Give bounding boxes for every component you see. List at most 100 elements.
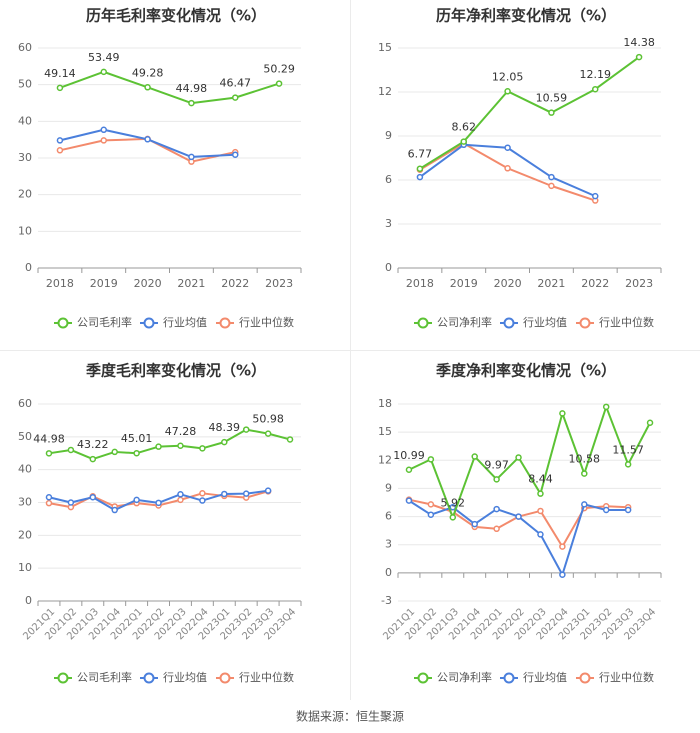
y-tick-label: 40 xyxy=(18,463,32,476)
data-point xyxy=(471,520,478,528)
y-tick-label: 6 xyxy=(385,510,392,523)
data-point xyxy=(232,151,239,158)
data-point xyxy=(56,137,64,144)
legend-label: 行业中位数 xyxy=(239,670,294,684)
data-point xyxy=(286,436,294,443)
legend-marker xyxy=(503,317,515,329)
legend-marker xyxy=(143,672,155,684)
y-tick-label: 9 xyxy=(385,481,392,494)
x-tick-label: 2018 xyxy=(46,277,74,290)
legend-marker xyxy=(503,672,515,684)
x-tick-label: 2023 xyxy=(625,277,653,290)
data-point xyxy=(56,147,64,154)
x-tick-label: 2019 xyxy=(90,277,118,290)
data-point xyxy=(264,487,272,494)
chart-title: 季度毛利率变化情况（%） xyxy=(86,362,266,380)
legend-label: 公司净利率 xyxy=(437,315,492,329)
y-tick-label: 0 xyxy=(25,261,32,274)
data-point xyxy=(548,173,555,181)
legend-marker xyxy=(579,317,591,329)
legend-marker xyxy=(219,672,231,684)
y-tick-label: 3 xyxy=(385,538,392,551)
data-point xyxy=(416,173,424,181)
x-tick-label: 2018 xyxy=(406,277,434,290)
data-point xyxy=(427,511,435,518)
data-label: 10.58 xyxy=(569,453,601,466)
data-source-footer: 数据来源：恒生聚源 xyxy=(296,709,404,724)
data-point xyxy=(592,85,599,93)
data-point xyxy=(449,514,457,521)
data-point xyxy=(67,499,75,506)
x-tick-label: 2019 xyxy=(450,277,478,290)
data-point xyxy=(188,153,195,161)
data-label: 11.57 xyxy=(612,443,644,456)
y-tick-label: -3 xyxy=(381,594,392,607)
series-line xyxy=(408,499,629,576)
data-point xyxy=(548,109,555,116)
data-label: 10.59 xyxy=(536,92,568,105)
data-point xyxy=(427,501,435,508)
legend-marker xyxy=(143,317,155,329)
data-point xyxy=(602,403,610,411)
y-tick-label: 30 xyxy=(18,496,32,509)
data-point xyxy=(111,506,118,514)
x-tick-label: 2022 xyxy=(221,277,249,290)
y-tick-label: 15 xyxy=(378,41,392,54)
data-point xyxy=(56,84,64,92)
chart-title: 季度净利率变化情况（%） xyxy=(436,362,616,380)
data-point xyxy=(493,525,500,533)
data-label: 6.77 xyxy=(408,148,433,161)
legend-label: 行业中位数 xyxy=(599,315,654,329)
data-point xyxy=(242,490,250,497)
data-point xyxy=(504,144,511,151)
data-point xyxy=(45,493,53,501)
y-tick-label: 10 xyxy=(18,224,32,237)
data-point xyxy=(537,507,544,515)
data-point xyxy=(133,496,140,504)
y-tick-label: 60 xyxy=(18,41,32,54)
legend-marker xyxy=(219,317,231,329)
data-point xyxy=(100,137,107,144)
y-tick-label: 50 xyxy=(18,78,32,91)
data-point xyxy=(592,192,599,200)
data-point xyxy=(188,99,195,107)
chart-title: 历年毛利率变化情况（%） xyxy=(86,7,266,25)
data-label: 12.05 xyxy=(492,70,524,83)
data-point xyxy=(155,443,162,450)
x-tick-label: 2021 xyxy=(177,277,205,290)
series-line xyxy=(419,56,640,170)
data-point xyxy=(221,490,228,498)
data-label: 48.39 xyxy=(209,421,241,434)
data-label: 8.62 xyxy=(452,121,477,134)
data-point xyxy=(264,430,272,437)
data-point xyxy=(548,182,555,190)
data-label: 46.47 xyxy=(220,77,252,90)
data-point xyxy=(67,446,75,454)
data-point xyxy=(177,442,184,450)
series-line xyxy=(59,128,236,158)
y-tick-label: 40 xyxy=(18,114,32,127)
legend-marker xyxy=(417,317,429,329)
x-tick-label: 2022 xyxy=(581,277,609,290)
legend-marker xyxy=(57,317,69,329)
data-point xyxy=(602,506,610,514)
data-point xyxy=(581,470,588,477)
data-point xyxy=(427,456,435,463)
data-point xyxy=(504,88,511,95)
x-tick-label: 2020 xyxy=(494,277,522,290)
y-tick-label: 3 xyxy=(385,217,392,230)
legend-marker xyxy=(579,672,591,684)
data-point xyxy=(100,68,107,76)
data-point xyxy=(559,543,566,550)
data-label: 12.19 xyxy=(580,68,612,81)
y-tick-label: 50 xyxy=(18,430,32,443)
data-label: 44.98 xyxy=(33,432,65,445)
x-tick-label: 2021 xyxy=(537,277,565,290)
data-point xyxy=(89,493,97,501)
series-line xyxy=(48,428,291,461)
y-tick-label: 30 xyxy=(18,151,32,164)
y-tick-label: 20 xyxy=(18,188,32,201)
data-point xyxy=(449,503,457,511)
legend-marker xyxy=(57,672,69,684)
